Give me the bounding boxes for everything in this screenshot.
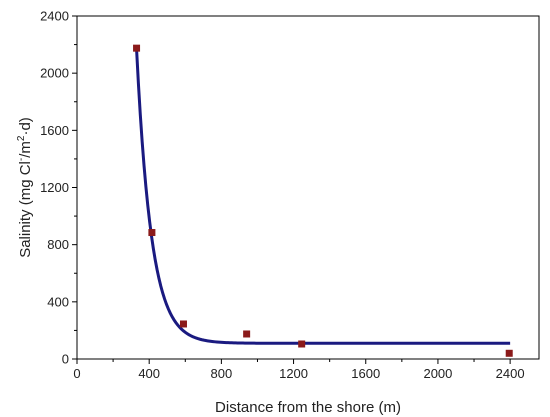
y-title-text: /m bbox=[17, 141, 34, 158]
data-point bbox=[133, 44, 141, 52]
y-tick-label: 2400 bbox=[40, 9, 69, 24]
x-axis-ticks bbox=[76, 359, 511, 364]
x-tick-label: 2000 bbox=[423, 366, 452, 381]
y-title-text: Salinity (mg Cl bbox=[17, 161, 34, 258]
y-tick-label: 1600 bbox=[40, 123, 69, 138]
y-axis-tick-labels: 0 400 800 1200 1600 2000 2400 bbox=[40, 9, 69, 367]
x-axis-title: Distance from the shore (m) bbox=[215, 399, 401, 416]
y-tick-label: 800 bbox=[47, 237, 69, 252]
data-point bbox=[243, 330, 251, 338]
y-tick-label: 1200 bbox=[40, 180, 69, 195]
x-tick-label: 1600 bbox=[351, 366, 380, 381]
data-markers bbox=[133, 44, 513, 357]
fit-curve bbox=[135, 48, 511, 345]
data-point bbox=[148, 229, 156, 237]
x-axis-tick-labels: 0 400 800 1200 1600 2000 2400 bbox=[73, 366, 524, 381]
y-title-text: ·d) bbox=[17, 117, 34, 135]
y-title-superscript: 2 bbox=[16, 135, 27, 141]
y-title-superscript: - bbox=[16, 158, 27, 161]
x-tick-label: 800 bbox=[211, 366, 233, 381]
y-tick-label: 2000 bbox=[40, 66, 69, 81]
y-axis-ticks bbox=[72, 15, 77, 360]
data-point bbox=[179, 320, 187, 328]
y-tick-label: 0 bbox=[62, 352, 69, 367]
x-tick-label: 1200 bbox=[279, 366, 308, 381]
y-tick-label: 400 bbox=[47, 294, 69, 309]
data-point bbox=[298, 340, 306, 348]
x-tick-label: 400 bbox=[138, 366, 160, 381]
x-tick-label: 2400 bbox=[496, 366, 525, 381]
data-point bbox=[505, 349, 513, 357]
x-tick-label: 0 bbox=[73, 366, 80, 381]
y-axis-title: Salinity (mg Cl-/m2·d) bbox=[16, 117, 34, 258]
